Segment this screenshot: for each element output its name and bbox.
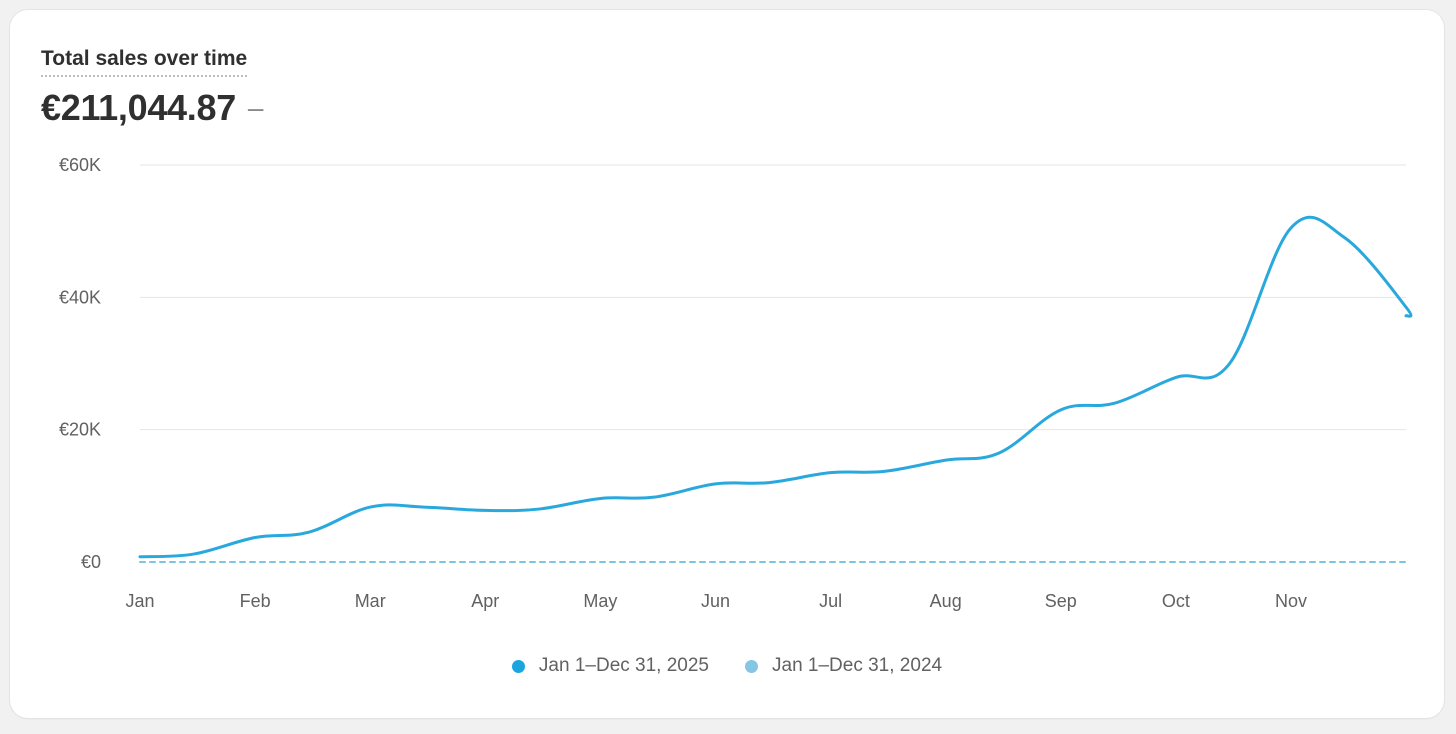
y-tick-label: €0 (81, 552, 101, 572)
grid-lines (140, 164, 1406, 431)
x-tick-label: Oct (1162, 591, 1190, 611)
x-tick-label: Aug (930, 591, 962, 611)
x-axis-ticks: Jan Feb Mar Apr May Jun Jul Aug Sep Oct Nov (125, 591, 1307, 611)
legend-dot-2024-icon (745, 659, 758, 673)
x-tick-label: Nov (1275, 591, 1307, 611)
chart-legend: Jan 1–Dec 31, 2025 Jan 1–Dec 31, 2024 (10, 655, 1444, 677)
chart-title[interactable]: Total sales over time (41, 46, 248, 77)
sales-over-time-card: Total sales over time €211,044.87 – €60K… (10, 10, 1444, 718)
x-tick-label: Jun (701, 591, 730, 611)
comparison-change: – (247, 92, 264, 123)
legend-item-2024[interactable]: Jan 1–Dec 31, 2024 (745, 655, 942, 677)
x-tick-label: Mar (355, 591, 386, 611)
total-row: €211,044.87 – (41, 86, 264, 130)
x-tick-label: Apr (471, 591, 499, 611)
x-tick-label: Jul (819, 591, 842, 611)
y-tick-label: €60K (59, 155, 101, 175)
y-axis-ticks: €60K €40K €20K €0 (59, 155, 101, 572)
x-tick-label: Sep (1045, 591, 1077, 611)
sales-line-chart[interactable]: €60K €40K €20K €0 Jan Feb Mar Apr May Jun Jul Aug S… (10, 10, 1444, 650)
legend-item-2025[interactable]: Jan 1–Dec 31, 2025 (511, 655, 709, 677)
legend-label-2024: Jan 1–Dec 31, 2024 (772, 655, 943, 676)
x-tick-label: May (583, 591, 617, 611)
x-tick-label: Feb (240, 591, 271, 611)
legend-label-2025: Jan 1–Dec 31, 2025 (538, 655, 709, 676)
y-tick-label: €40K (59, 287, 101, 307)
legend-dot-2025-icon (511, 659, 525, 673)
series-lines (138, 215, 1413, 563)
total-sales-value: €211,044.87 (41, 87, 236, 128)
x-tick-label: Jan (125, 591, 154, 611)
y-tick-label: €20K (59, 420, 101, 440)
series-line-2025[interactable] (138, 215, 1413, 559)
